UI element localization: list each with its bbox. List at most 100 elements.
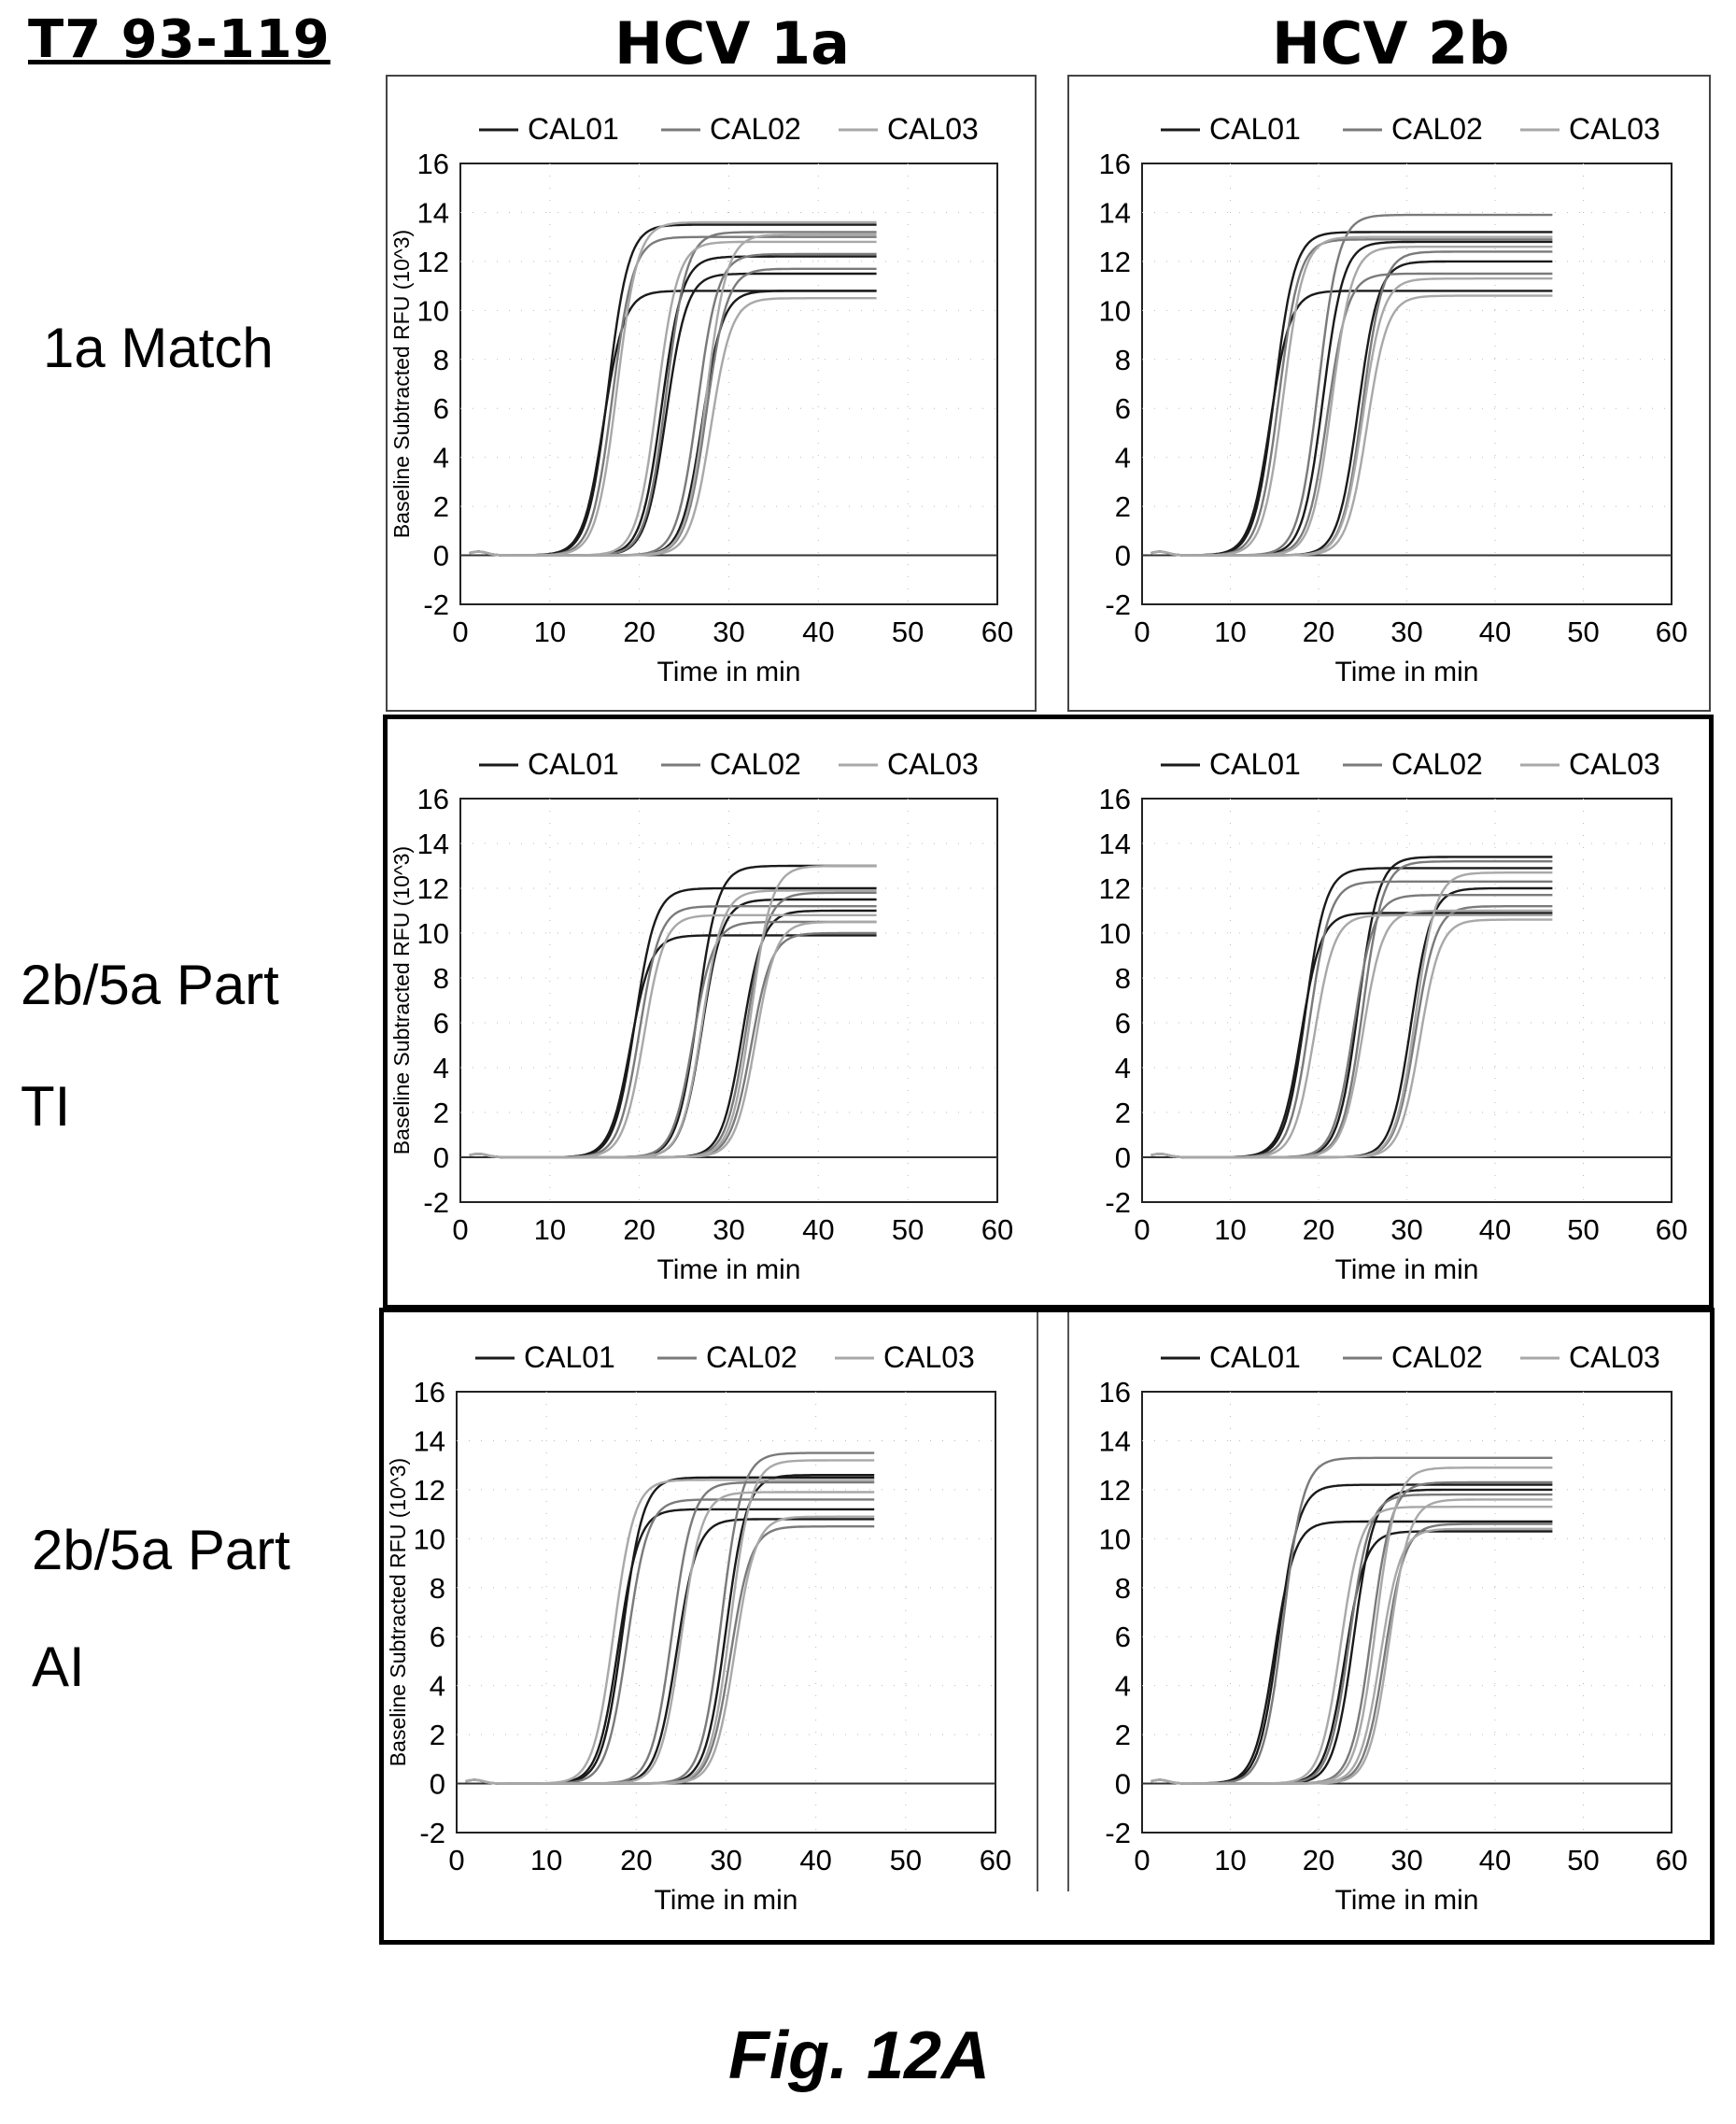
y-tick-label: 6 [1115,1621,1131,1653]
curve-cal02-3 [1150,905,1553,1159]
curve-cal02-1 [469,920,877,1159]
y-tick-label: 4 [433,1052,449,1084]
x-tick-label: 50 [1567,1844,1599,1876]
y-tick-label: 6 [1115,1007,1131,1040]
y-tick-label: -2 [419,1817,445,1849]
panel-frame-r1c1 [386,75,1037,712]
y-tick-label: 14 [1099,1424,1131,1457]
legend-label-cal03: CAL03 [1569,1340,1660,1374]
x-tick-label: 60 [980,1844,1011,1876]
x-tick-label: 20 [1303,1844,1334,1876]
y-tick-label: 6 [433,1007,449,1040]
curve-cal02-2 [465,1451,875,1785]
chart-panel-r1c2: 0 10 20 30 40 50 60 -2 0 2 4 6 8 10 12 14 16 Time in min C… [1072,89,1709,707]
x-tick-label: 50 [892,1213,924,1246]
legend-label-cal02: CAL02 [1391,747,1483,781]
y-tick-label: 10 [1099,294,1131,327]
y-tick-label: 8 [1115,1572,1131,1605]
legend-label-cal01: CAL01 [1209,747,1301,781]
y-tick-label: 0 [1115,540,1131,573]
column-header-hcv-1a: HCV 1a [614,9,850,78]
x-tick-label: 50 [892,616,924,648]
y-tick-label: 4 [1115,1052,1131,1084]
y-tick-label: 0 [430,1768,445,1801]
legend-label-cal03: CAL03 [1569,747,1660,781]
x-tick-label: 10 [530,1844,562,1876]
chart-panel-r2c2: 0 10 20 30 40 50 60 -2 0 2 4 6 8 10 12 14 16 Time in min C… [1072,724,1709,1305]
x-tick-label: 60 [1656,1844,1687,1876]
y-tick-label: -2 [1105,1186,1131,1219]
y-tick-label: 14 [1099,196,1131,229]
y-axis-label: Baseline Subtracted RFU (10^3) [390,846,414,1154]
y-tick-label: 16 [1099,783,1131,815]
row-label-ti-line2: TI [21,1075,71,1138]
y-tick-label: 6 [1115,392,1131,425]
y-tick-label: 0 [433,1141,449,1174]
y-tick-label: 10 [1099,917,1131,950]
curve-cal01-3 [1150,886,1553,1159]
figure-caption: Fig. 12A [728,2018,991,2093]
y-tick-label: 0 [433,540,449,573]
legend-label-cal02: CAL02 [710,747,801,781]
chart-panel-r3c1: 0 10 20 30 40 50 60 -2 0 2 4 6 8 10 12 14 16 Time in min B… [387,1317,1033,1935]
curve-cal03-3 [1150,294,1553,557]
curve-cal01-2 [469,864,877,1159]
x-tick-label: 10 [534,616,566,648]
y-tick-label: 16 [1099,1376,1131,1409]
curve-cal03-2 [469,233,877,557]
y-tick-label: 10 [414,1522,445,1555]
x-tick-label: 0 [1134,616,1150,648]
y-tick-label: 14 [1099,828,1131,860]
legend-label-cal01: CAL01 [1209,1340,1301,1374]
curve-cal01-3 [469,272,877,557]
x-axis-label: Time in min [1335,1885,1479,1916]
y-tick-label: 2 [1115,1719,1131,1751]
y-tick-label: 10 [417,294,449,327]
y-tick-label: 14 [417,828,449,860]
curve-cal03-0 [469,913,877,1159]
legend-label-cal03: CAL03 [883,1340,975,1374]
chart-panel-r2c1: 0 10 20 30 40 50 60 -2 0 2 4 6 8 10 12 14 16 Time in min B… [390,724,1035,1305]
x-tick-label: 40 [802,616,834,648]
y-tick-label: 4 [433,442,449,474]
x-tick-label: 10 [1214,616,1246,648]
x-tick-label: 0 [1134,1844,1150,1876]
curve-cal03-1 [465,1491,875,1785]
curve-cal03-3 [465,1515,875,1785]
y-tick-label: 8 [1115,344,1131,376]
panel-divider-ai-2 [1067,1312,1069,1891]
curve-cal03-0 [469,220,877,557]
y-tick-label: 4 [430,1670,445,1703]
y-tick-label: 16 [417,783,449,815]
x-tick-label: 40 [1479,1844,1511,1876]
y-tick-label: 16 [414,1376,445,1409]
x-tick-label: 10 [534,1213,566,1246]
x-tick-label: 60 [1656,1213,1687,1246]
y-axis-label: Baseline Subtracted RFU (10^3) [390,230,414,538]
x-tick-label: 40 [802,1213,834,1246]
x-axis-label: Time in min [657,1254,801,1285]
curve-cal02-2 [1150,1480,1553,1785]
chart-panel-r3c2: 0 10 20 30 40 50 60 -2 0 2 4 6 8 10 12 14 16 Time in min C… [1072,1317,1709,1935]
x-tick-label: 0 [452,1213,468,1246]
y-tick-label: 6 [430,1621,445,1653]
column-header-hcv-2b: HCV 2b [1272,9,1510,78]
legend-label-cal03: CAL03 [887,112,979,146]
y-tick-label: 2 [1115,1097,1131,1129]
x-tick-label: 30 [710,1844,741,1876]
x-tick-label: 30 [713,1213,744,1246]
x-tick-label: 20 [623,1213,655,1246]
legend-label-cal02: CAL02 [706,1340,797,1374]
thick-frame-row-ai [379,1308,1715,1945]
x-axis-label: Time in min [1335,657,1479,687]
plot-area-frame [456,1391,996,1834]
curve-cal02-0 [1150,880,1553,1159]
legend-label-cal02: CAL02 [710,112,801,146]
y-tick-label: 16 [417,148,449,180]
y-tick-label: 12 [1099,246,1131,278]
curve-cal02-2 [1150,272,1553,557]
legend-label-cal01: CAL01 [1209,112,1301,146]
panel-frame-r1c2 [1067,75,1711,712]
